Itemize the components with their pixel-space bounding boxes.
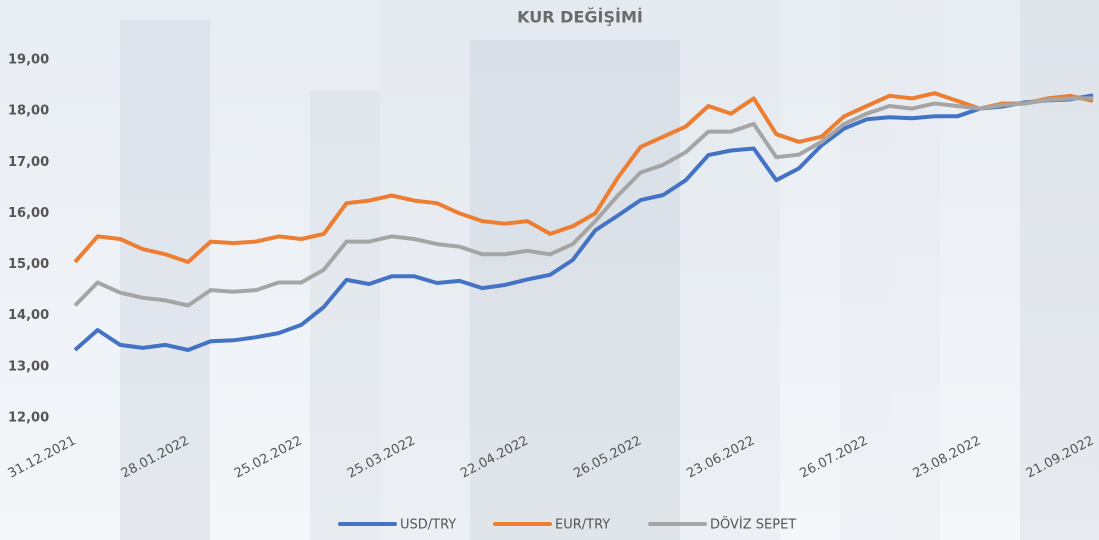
- skyline: [120, 0, 1099, 540]
- y-tick-label: 16,00: [8, 206, 49, 221]
- y-tick-label: 13,00: [8, 359, 49, 374]
- series-line: [73, 96, 1093, 308]
- y-tick-label: 14,00: [8, 308, 49, 323]
- legend-label: DÖVİZ SEPET: [710, 516, 796, 533]
- y-tick-label: 18,00: [8, 104, 49, 119]
- legend-label: USD/TRY: [400, 518, 456, 533]
- y-tick-label: 12,00: [8, 411, 49, 426]
- y-tick-label: 15,00: [8, 257, 49, 272]
- series-line: [73, 93, 1094, 352]
- legend-label: EUR/TRY: [555, 518, 610, 533]
- y-tick-label: 19,00: [8, 53, 49, 68]
- chart-title: KUR DEĞİŞİMİ: [517, 8, 643, 27]
- y-tick-label: 17,00: [8, 155, 49, 170]
- series-line: [73, 91, 1094, 264]
